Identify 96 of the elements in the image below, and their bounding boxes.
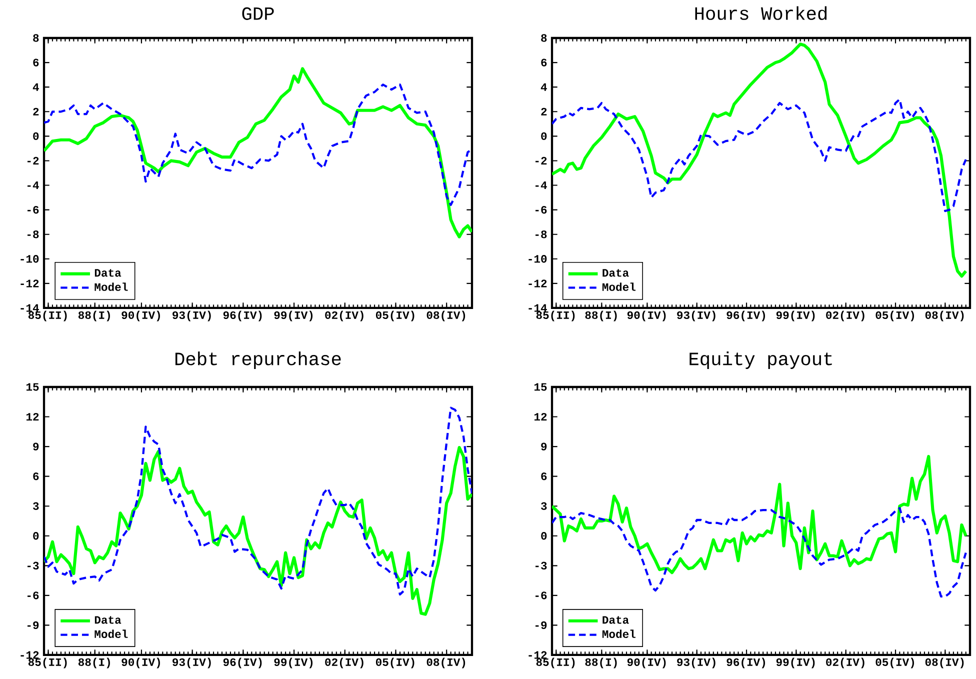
x-tick-label: 90(IV) — [122, 310, 160, 322]
legend-label: Data — [94, 616, 122, 624]
y-tick-label: -2 — [535, 156, 547, 165]
y-tick-label: 8 — [541, 34, 547, 42]
x-tick-label: 05(IV) — [376, 658, 414, 668]
x-tick-label: 08(IV) — [426, 310, 466, 322]
y-tick-label: -3 — [535, 562, 547, 570]
y-tick-label: 0 — [541, 532, 547, 540]
y-tick-label: -6 — [27, 206, 39, 214]
y-tick-label: 12 — [534, 412, 547, 421]
x-tick-label: 05(IV) — [876, 310, 914, 322]
y-tick-label: -6 — [27, 592, 39, 600]
y-tick-label: -6 — [535, 592, 547, 600]
y-tick-label: 3 — [541, 502, 547, 510]
x-tick-label: 93(IV) — [172, 658, 211, 668]
y-tick-label: 9 — [33, 442, 39, 450]
x-tick-label: 93(IV) — [677, 658, 716, 668]
y-tick-label: 3 — [33, 502, 39, 510]
y-tick-label: -10 — [528, 255, 547, 263]
chart-title: Debt repurchase — [175, 352, 341, 369]
chart-title: Hours Worked — [695, 6, 827, 20]
chart-title: Equity payout — [690, 352, 832, 369]
y-tick-label: 15 — [26, 383, 39, 391]
x-tick-label: 02(IV) — [826, 310, 864, 322]
legend-label: Model — [94, 282, 128, 291]
y-tick-label: -4 — [27, 182, 39, 189]
legend-label: Model — [602, 282, 636, 291]
y-tick-label: 0 — [33, 532, 39, 540]
x-tick-label: 85(II) — [536, 310, 575, 322]
y-tick-label: -8 — [27, 230, 39, 238]
y-tick-label: 2 — [541, 108, 547, 116]
y-tick-label: 6 — [33, 472, 39, 480]
y-tick-label: -10 — [20, 255, 39, 263]
y-tick-label: -3 — [27, 562, 39, 570]
y-tick-label: -14 — [20, 304, 39, 312]
y-tick-label: 6 — [33, 58, 39, 66]
y-tick-label: 8 — [33, 34, 39, 42]
line-series — [552, 42, 968, 278]
y-tick-label: 4 — [540, 83, 547, 91]
x-tick-label: 08(IV) — [925, 310, 964, 322]
y-tick-label: -2 — [27, 156, 39, 165]
x-tick-label: 85(II) — [28, 310, 67, 322]
legend-label: Data — [602, 616, 629, 624]
y-tick-label: -8 — [535, 230, 547, 238]
y-tick-label: -12 — [528, 651, 547, 659]
y-tick-label: -4 — [535, 182, 547, 189]
y-tick-label: 0 — [33, 132, 39, 140]
x-tick-label: 85(II) — [28, 658, 67, 668]
x-tick-label: 02(IV) — [826, 658, 864, 668]
x-tick-label: 05(IV) — [876, 658, 914, 668]
y-tick-label: 2 — [33, 108, 39, 116]
x-tick-label: 90(IV) — [627, 310, 666, 322]
x-tick-label: 85(II) — [536, 658, 575, 668]
chart-title: GDP — [242, 7, 274, 20]
x-tick-label: 88(I) — [585, 658, 617, 668]
x-tick-label: 02(IV) — [325, 658, 364, 668]
legend-label: Model — [602, 630, 636, 638]
x-tick-label: 90(IV) — [627, 658, 666, 668]
x-tick-label: 96(IV) — [223, 658, 262, 668]
x-tick-label: 88(I) — [78, 658, 110, 668]
y-tick-label: -6 — [535, 206, 547, 214]
x-tick-label: 99(IV) — [776, 658, 815, 668]
x-tick-label: 02(IV) — [325, 310, 364, 322]
y-tick-label: 12 — [26, 412, 39, 421]
legend-label: Model — [94, 630, 128, 638]
x-tick-label: 88(I) — [585, 310, 617, 322]
x-tick-label: 05(IV) — [376, 310, 414, 322]
x-tick-label: 93(IV) — [172, 310, 211, 322]
x-tick-label: 99(IV) — [274, 310, 313, 322]
y-tick-label: -9 — [535, 621, 547, 630]
y-tick-label: 15 — [534, 383, 547, 391]
line-series — [44, 84, 472, 206]
x-tick-label: 88(I) — [78, 310, 110, 322]
x-tick-label: 08(IV) — [925, 658, 964, 668]
legend-label: Data — [94, 269, 122, 277]
line-series — [44, 446, 472, 616]
y-tick-label: 0 — [541, 132, 547, 140]
x-tick-label: 96(IV) — [726, 310, 766, 322]
y-tick-label: -12 — [528, 280, 547, 288]
legend-label: Data — [602, 269, 629, 277]
y-tick-label: -14 — [528, 304, 547, 312]
y-tick-label: -12 — [20, 651, 39, 659]
x-tick-label: 08(IV) — [426, 658, 466, 668]
y-tick-label: 4 — [32, 83, 39, 91]
y-tick-label: 9 — [541, 442, 547, 450]
line-series — [552, 507, 967, 598]
y-tick-label: -9 — [27, 621, 39, 630]
y-tick-label: -12 — [20, 280, 39, 288]
x-tick-label: 93(IV) — [677, 310, 716, 322]
x-tick-label: 90(IV) — [122, 658, 160, 668]
x-tick-label: 96(IV) — [223, 310, 262, 322]
x-tick-label: 99(IV) — [274, 658, 313, 668]
x-tick-label: 96(IV) — [726, 658, 766, 668]
y-tick-label: 6 — [541, 58, 547, 66]
y-tick-label: 6 — [541, 472, 547, 480]
x-tick-label: 99(IV) — [776, 310, 815, 322]
